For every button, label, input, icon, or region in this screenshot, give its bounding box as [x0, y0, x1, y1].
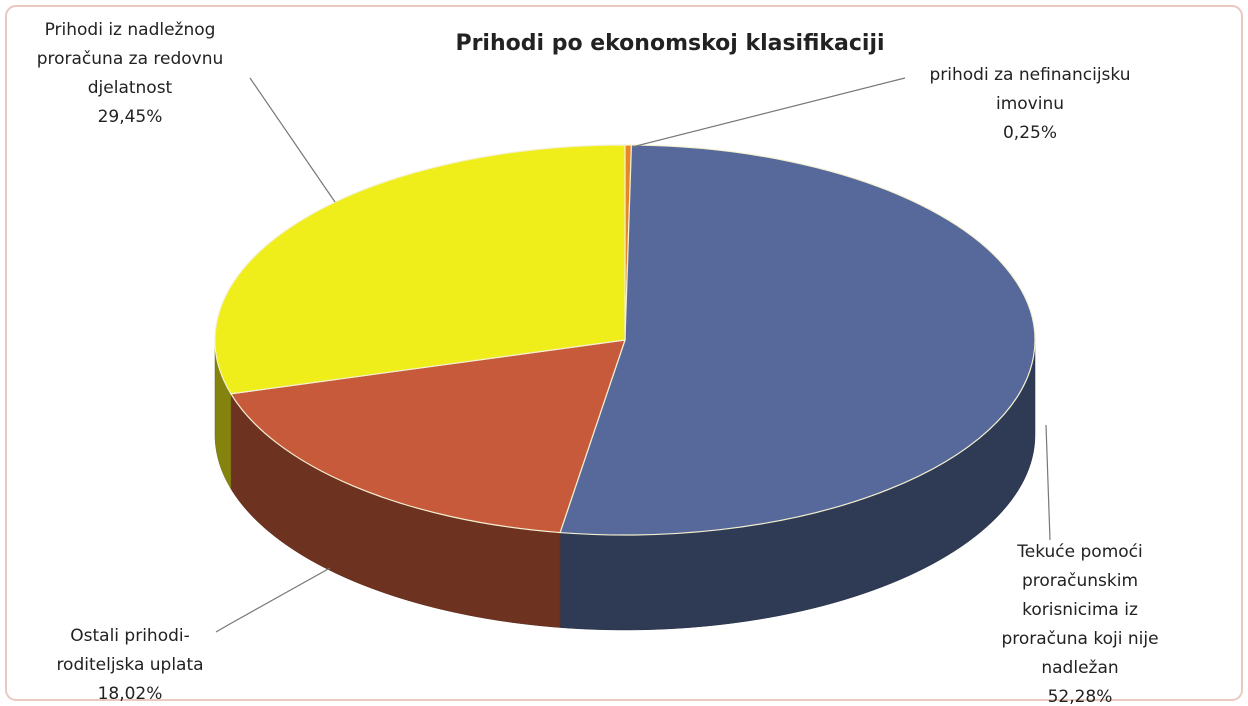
slice-label: korisnicima iz [1022, 600, 1138, 620]
value-label: 29,45% [98, 107, 163, 127]
leader-line [631, 77, 906, 148]
slice-label: imovinu [996, 94, 1064, 114]
slice-label: prihodi za nefinancijsku [930, 65, 1131, 85]
chart-title: Prihodi po ekonomskoj klasifikaciji [455, 31, 884, 56]
slice-label: proračuna za redovnu [37, 49, 224, 69]
slice-label: proračunskim [1022, 571, 1138, 591]
pie-slice [559, 144, 1036, 536]
pie-slice [214, 144, 626, 395]
value-label: 18,02% [98, 684, 163, 704]
leader-line [215, 567, 331, 633]
slice-label: Prihodi iz nadležnog [45, 20, 216, 40]
value-label: 52,28% [1048, 687, 1113, 706]
pie-slice [229, 339, 626, 534]
slice-label: Ostali prihodi- [70, 626, 190, 646]
slice-label: Tekuće pomoći [1016, 542, 1142, 562]
slice-label: djelatnost [88, 78, 173, 98]
leader-line [1045, 424, 1051, 541]
slice-label: proračuna koji nije [1001, 629, 1158, 649]
leader-line [249, 77, 336, 203]
slice-label: roditeljska uplata [56, 655, 203, 675]
value-label: 0,25% [1003, 123, 1057, 143]
slice-label: nadležan [1041, 658, 1118, 678]
